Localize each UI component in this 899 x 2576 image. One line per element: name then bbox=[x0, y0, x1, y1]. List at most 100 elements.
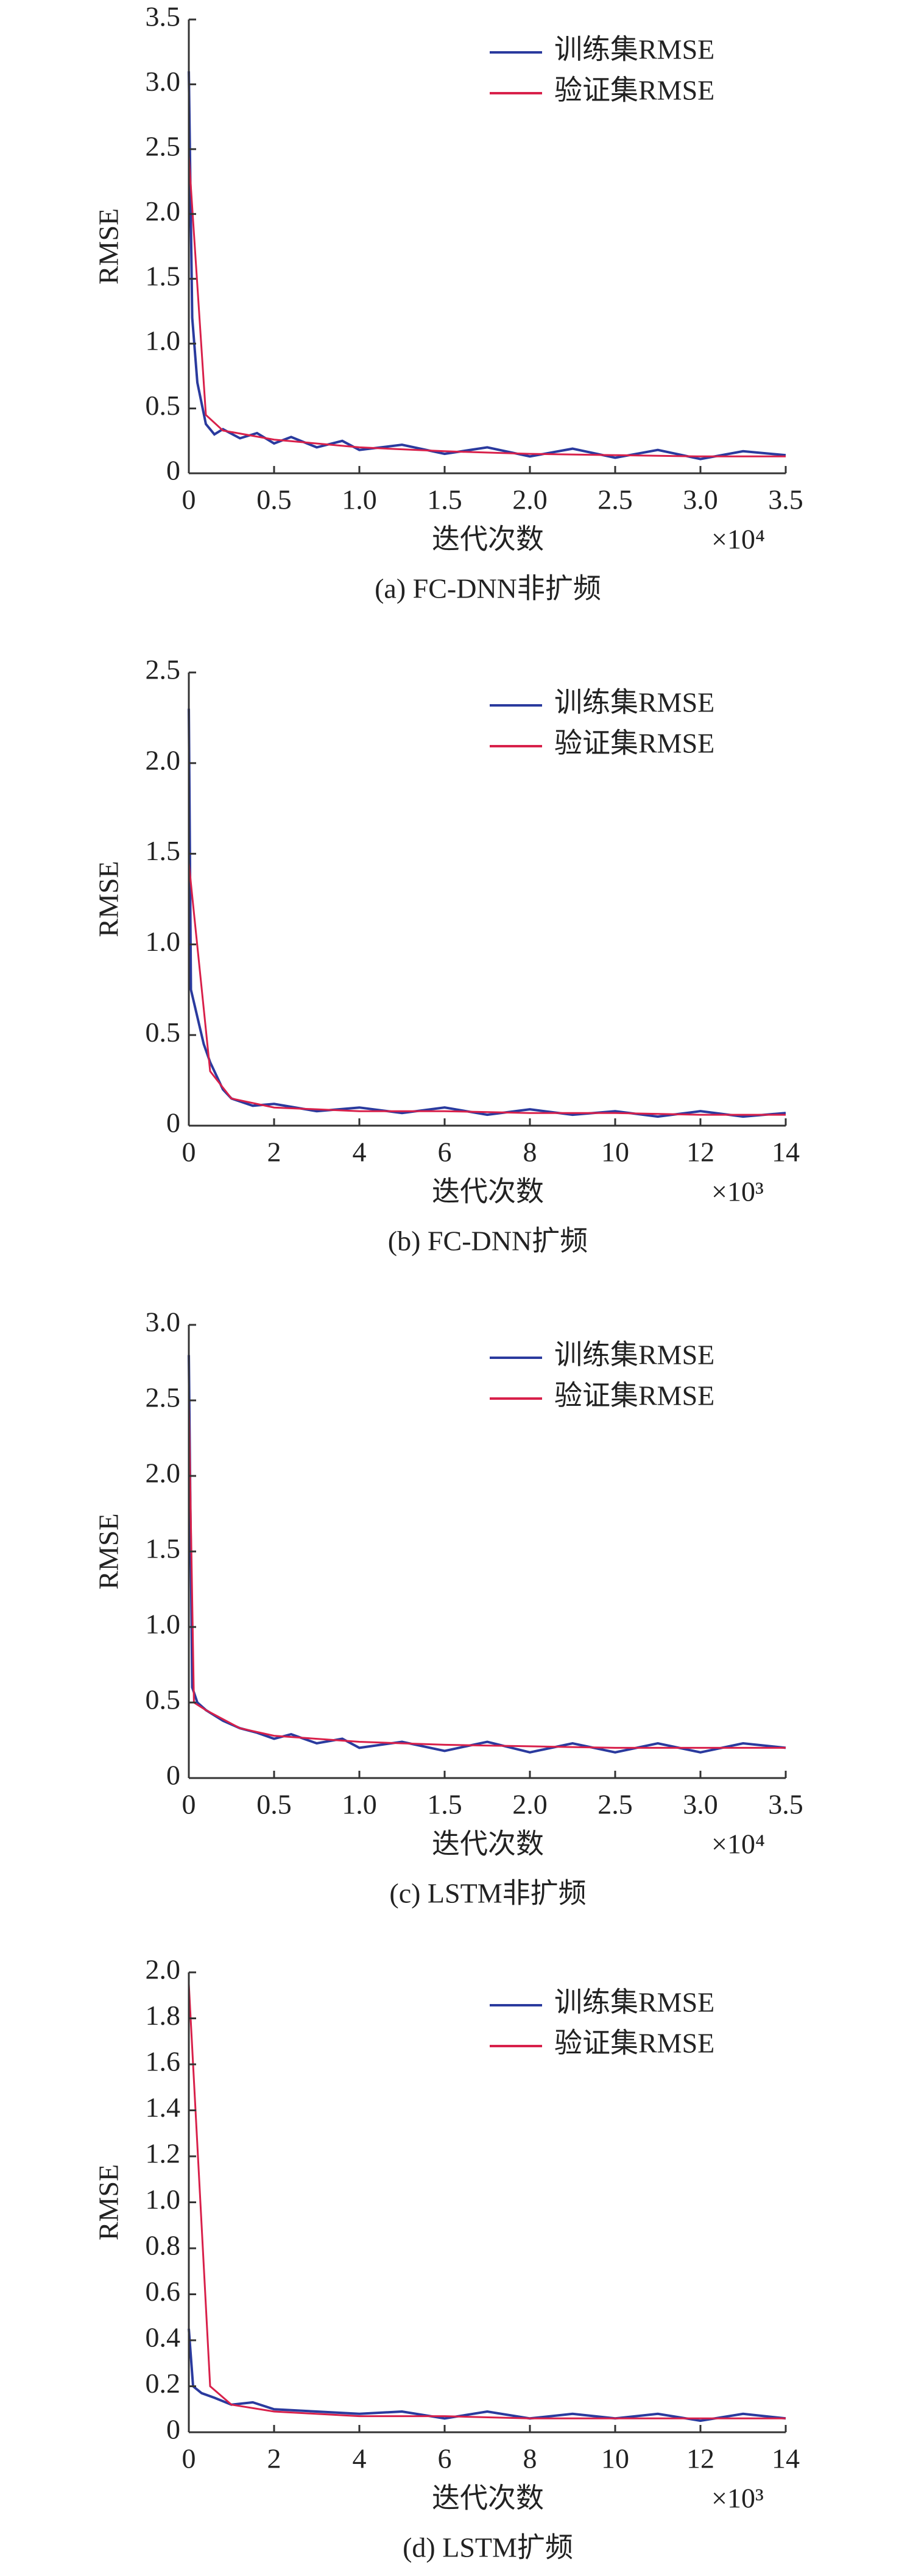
y-tick-label: 0 bbox=[166, 455, 180, 486]
legend-label: 训练集RMSE bbox=[554, 1987, 714, 2018]
x-tick-label: 2.5 bbox=[598, 1789, 633, 1820]
y-tick-label: 2.0 bbox=[146, 1954, 181, 1985]
y-tick-label: 3.0 bbox=[146, 66, 181, 97]
x-tick-label: 2 bbox=[267, 2443, 281, 2474]
y-tick-label: 3.5 bbox=[146, 1, 181, 32]
x-tick-label: 4 bbox=[353, 1137, 367, 1168]
x-tick-label: 6 bbox=[438, 2443, 452, 2474]
series-line bbox=[188, 2328, 786, 2422]
y-tick-label: 1.5 bbox=[146, 1533, 181, 1564]
x-tick-label: 10 bbox=[601, 1137, 629, 1168]
x-multiplier: ×10⁴ bbox=[711, 1829, 765, 1860]
legend-label: 验证集RMSE bbox=[554, 728, 714, 759]
y-tick-label: 1.6 bbox=[146, 2046, 181, 2077]
legend-label: 训练集RMSE bbox=[554, 34, 714, 65]
x-tick-label: 0.5 bbox=[256, 1789, 292, 1820]
y-tick-label: 0.5 bbox=[146, 390, 181, 421]
x-tick-label: 0 bbox=[182, 1137, 196, 1168]
x-tick-label: 3.0 bbox=[683, 1789, 718, 1820]
y-axis-label: RMSE bbox=[93, 861, 124, 937]
caption: (c) LSTM非扩频 bbox=[389, 1878, 586, 1909]
y-tick-label: 0.5 bbox=[146, 1017, 181, 1048]
legend-label: 验证集RMSE bbox=[554, 1380, 714, 1411]
series-line bbox=[188, 863, 786, 1116]
y-tick-label: 0 bbox=[166, 1107, 180, 1138]
chart-panel: 0 0.2 0.4 0.6 0.8 1.0 1.2 1.4 1.6 1.8 2.0 0 2 4 6 8 10 12… bbox=[93, 1954, 800, 2563]
caption: (a) FC-DNN非扩频 bbox=[375, 573, 601, 604]
x-multiplier: ×10⁴ bbox=[711, 524, 765, 555]
x-tick-label: 1.0 bbox=[342, 1789, 377, 1820]
x-tick-label: 12 bbox=[686, 2443, 714, 2474]
x-axis-label: 迭代次数 bbox=[432, 2483, 544, 2514]
x-tick-label: 2.0 bbox=[512, 1789, 548, 1820]
x-tick-label: 0 bbox=[182, 484, 196, 515]
y-tick-label: 0.4 bbox=[146, 2322, 181, 2353]
y-tick-label: 1.8 bbox=[146, 2000, 181, 2031]
y-tick-label: 2.5 bbox=[146, 654, 181, 685]
y-axis-label: RMSE bbox=[93, 208, 124, 284]
x-tick-label: 14 bbox=[772, 2443, 800, 2474]
x-tick-label: 6 bbox=[438, 1137, 452, 1168]
y-tick-label: 1.0 bbox=[146, 325, 181, 356]
x-tick-label: 8 bbox=[523, 2443, 537, 2474]
y-tick-label: 1.0 bbox=[146, 926, 181, 957]
x-tick-label: 3.5 bbox=[768, 484, 803, 515]
x-tick-label: 0 bbox=[182, 2443, 196, 2474]
x-tick-label: 0 bbox=[182, 1789, 196, 1820]
x-tick-label: 14 bbox=[772, 1137, 800, 1168]
chart-panel: 0 0.5 1.0 1.5 2.0 2.5 0 2 4 6 8 10 12 14 RMSE 迭代次数 ×10³ (… bbox=[93, 654, 800, 1257]
y-tick-label: 1.2 bbox=[146, 2138, 181, 2169]
y-tick-label: 1.5 bbox=[146, 835, 181, 866]
y-tick-label: 2.5 bbox=[146, 130, 181, 161]
series-line bbox=[188, 1983, 786, 2419]
y-tick-label: 0.6 bbox=[146, 2276, 181, 2307]
y-tick-label: 1.4 bbox=[146, 2092, 181, 2123]
x-tick-label: 8 bbox=[523, 1137, 537, 1168]
caption: (d) LSTM扩频 bbox=[403, 2532, 573, 2563]
x-axis-label: 迭代次数 bbox=[432, 1176, 544, 1207]
y-tick-label: 0 bbox=[166, 2414, 180, 2445]
x-tick-label: 3.5 bbox=[768, 1789, 803, 1820]
y-tick-label: 2.0 bbox=[146, 744, 181, 775]
legend-label: 验证集RMSE bbox=[554, 75, 714, 106]
x-tick-label: 12 bbox=[686, 1137, 714, 1168]
y-tick-label: 2.0 bbox=[146, 1458, 181, 1489]
y-tick-label: 0.5 bbox=[146, 1684, 181, 1715]
y-tick-label: 1.0 bbox=[146, 2184, 181, 2215]
y-tick-label: 2.5 bbox=[146, 1382, 181, 1413]
legend-label: 训练集RMSE bbox=[554, 687, 714, 718]
chart-panel: 0 0.5 1.0 1.5 2.0 2.5 3.0 3.5 0 0.5 1.0 1.5 2.0 2.5 3.… bbox=[93, 1, 803, 604]
x-tick-label: 1.5 bbox=[427, 1789, 462, 1820]
x-tick-label: 1.5 bbox=[427, 484, 462, 515]
series-line bbox=[188, 1355, 786, 1754]
y-tick-label: 0 bbox=[166, 1760, 180, 1791]
x-tick-label: 1.0 bbox=[342, 484, 377, 515]
series-line bbox=[188, 71, 786, 461]
y-tick-label: 1.5 bbox=[146, 260, 181, 291]
y-tick-label: 2.0 bbox=[146, 196, 181, 227]
legend-label: 训练集RMSE bbox=[554, 1339, 714, 1371]
legend-label: 验证集RMSE bbox=[554, 2028, 714, 2059]
series-line bbox=[188, 155, 786, 457]
x-tick-label: 4 bbox=[353, 2443, 367, 2474]
x-multiplier: ×10³ bbox=[711, 2483, 764, 2514]
y-axis-label: RMSE bbox=[93, 1513, 124, 1589]
x-tick-label: 2 bbox=[267, 1137, 281, 1168]
x-multiplier: ×10³ bbox=[711, 1176, 764, 1207]
x-tick-label: 2.0 bbox=[512, 484, 548, 515]
x-axis-label: 迭代次数 bbox=[432, 1829, 544, 1860]
y-tick-label: 0.2 bbox=[146, 2368, 181, 2399]
caption: (b) FC-DNN扩频 bbox=[388, 1226, 588, 1257]
series-line bbox=[188, 1400, 786, 1749]
series-line bbox=[188, 708, 786, 1118]
y-axis-label: RMSE bbox=[93, 2164, 124, 2240]
x-tick-label: 10 bbox=[601, 2443, 629, 2474]
y-tick-label: 0.8 bbox=[146, 2230, 181, 2261]
chart-panel: 0 0.5 1.0 1.5 2.0 2.5 3.0 0 0.5 1.0 1.5 2.0 2.5 3.0 3.… bbox=[93, 1307, 803, 1909]
y-tick-label: 1.0 bbox=[146, 1609, 181, 1640]
x-tick-label: 3.0 bbox=[683, 484, 718, 515]
x-axis-label: 迭代次数 bbox=[432, 524, 544, 555]
y-tick-label: 3.0 bbox=[146, 1307, 181, 1338]
x-tick-label: 2.5 bbox=[598, 484, 633, 515]
